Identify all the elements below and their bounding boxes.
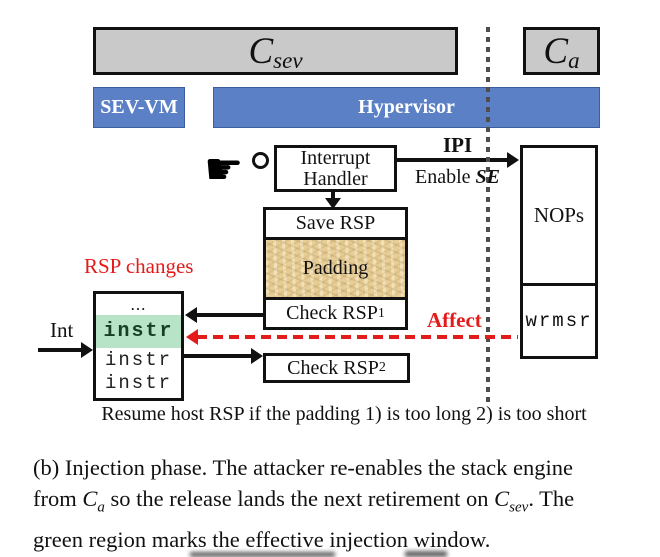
sev-vm-label: SEV-VM [100,96,178,118]
instr-ellipsis-row: ... [96,294,181,315]
ipi-arrow-head [507,152,519,168]
interrupt-handler-line2: Handler [303,167,368,190]
instr-active-label: instr [103,320,174,343]
caption-csev-sub: sev [509,499,529,516]
rsp-changes-label: RSP changes [84,254,194,278]
caption-line1: (b) Injection phase. The attacker re-ena… [33,455,573,480]
check-rsp1-subscript: 1 [377,305,385,321]
wrmsr-label: wrmsr [525,310,593,332]
instr-row-3: instr [96,371,181,394]
caption-line2-text-c: . The [528,486,575,511]
instr-3-label: instr [104,371,172,394]
core-csev-label: C [248,30,274,72]
artifact-smudge-right [405,551,447,557]
padding-label: Padding [302,257,369,279]
ipi-label: IPI [443,133,473,157]
caption-line2-text-b: so the release lands the next retirement… [104,486,495,511]
injection-window-row: instr [96,315,181,348]
save-rsp-label: Save RSP [295,212,376,234]
hypervisor-label: Hypervisor [358,96,455,118]
instr-ellipsis: ... [130,294,147,314]
enable-text: Enable [415,166,476,188]
int-label: Int [50,318,74,342]
check-rsp2-subscript: 2 [378,360,386,375]
attacker-column-box: NOPs wrmsr [520,145,598,359]
instr-2-label: instr [104,348,172,371]
caption-line2: from Ca so the release lands the next re… [33,483,574,524]
press-interrupt-hand-icon: ☛ [204,144,244,195]
caption-ca-base: C [82,486,98,511]
caption-line3: green region marks the effective injecti… [33,526,491,552]
sev-vm-bar: SEV-VM [93,87,185,128]
check1-return-arrow-head [185,307,197,323]
button-ring-icon [252,152,269,169]
save-rsp-box: Save RSP [266,210,405,240]
enable-se-label: Enable SE [415,166,500,189]
handler-to-save-arrow-shaft [331,192,335,199]
int-arrow-head [81,342,93,358]
check-rsp2-box: Check RSP 2 [263,353,410,383]
handler-stack-box: Save RSP Padding Check RSP 1 [263,207,408,330]
core-csev-subscript: sev [273,48,303,73]
nops-label: NOPs [533,203,585,227]
hypervisor-bar: Hypervisor [213,87,600,128]
nops-box: NOPs [523,148,595,286]
se-text: SE [475,166,500,188]
to-check2-arrow-head [251,348,263,364]
check-rsp2-label: Check RSP [287,356,379,379]
core-ca-subscript: a [568,48,580,73]
affect-dashed-arrow-head [186,329,198,345]
core-boundary-dotted-line [486,27,490,403]
instruction-window-box: ... instr instr instr [93,291,184,401]
padding-box: Padding [266,240,405,300]
check-rsp1-label: Check RSP [286,302,378,324]
ipi-arrow-shaft [397,158,509,162]
check-rsp1-box: Check RSP 1 [266,300,405,327]
interrupt-handler-line1: Interrupt [300,146,371,169]
artifact-smudge-left [190,552,335,557]
figure-caption: (b) Injection phase. The attacker re-ena… [33,452,574,555]
handler-to-save-arrow-head [325,198,341,209]
figure-note: Resume host RSP if the padding 1) is too… [101,403,587,425]
check1-return-arrow-shaft [196,313,263,317]
int-arrow-shaft [38,348,83,352]
affect-label: Affect [427,308,482,332]
caption-line2-text-a: from [33,486,83,511]
core-ca-label: C [543,30,569,72]
affect-dashed-arrow-shaft [197,335,518,339]
to-check2-arrow-shaft [184,354,253,358]
wrmsr-box: wrmsr [523,286,595,356]
interrupt-handler-box: Interrupt Handler [274,145,397,192]
instr-row-2: instr [96,348,181,371]
caption-ca-sub: a [97,499,105,516]
caption-csev-base: C [494,486,510,511]
